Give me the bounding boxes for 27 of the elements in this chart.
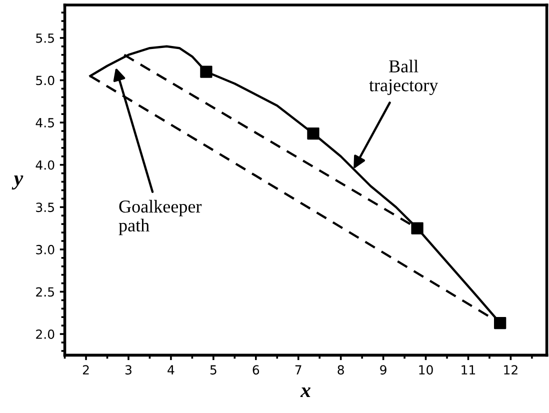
y-tick-label: 2.0: [36, 330, 54, 339]
y-tick-label: 3.5: [36, 202, 54, 212]
x-tick-label: 12: [504, 365, 518, 374]
point: [200, 66, 212, 78]
x-tick-label: 9: [380, 365, 386, 375]
x-axis-title: x: [300, 387, 310, 398]
x-tick-label: 10: [419, 365, 433, 375]
y-axis-title: y: [12, 175, 24, 190]
point: [307, 127, 320, 140]
annotation: Ball trajectory: [369, 60, 438, 96]
x-tick-label: 6: [252, 365, 260, 375]
point: [494, 316, 506, 330]
annotation: Goalkeeper path: [118, 200, 202, 236]
point: [411, 222, 424, 234]
x-tick-label: 8: [338, 365, 344, 375]
y-tick-label: 4.5: [36, 118, 54, 128]
y-tick-label: 3.0: [36, 244, 54, 254]
y-tick-label: 5.0: [36, 76, 54, 86]
y-tick-label: 4.0: [36, 160, 54, 170]
y-tick-label: 5.5: [36, 34, 54, 43]
x-tick-label: 4: [168, 365, 174, 374]
x-tick-label: 11: [462, 365, 476, 374]
y-tick-label: 2.5: [36, 287, 54, 297]
x-tick-label: 3: [125, 365, 132, 375]
x-tick-label: 7: [295, 365, 302, 374]
x-tick-label: 2: [82, 365, 89, 374]
x-tick-label: 5: [210, 365, 216, 375]
